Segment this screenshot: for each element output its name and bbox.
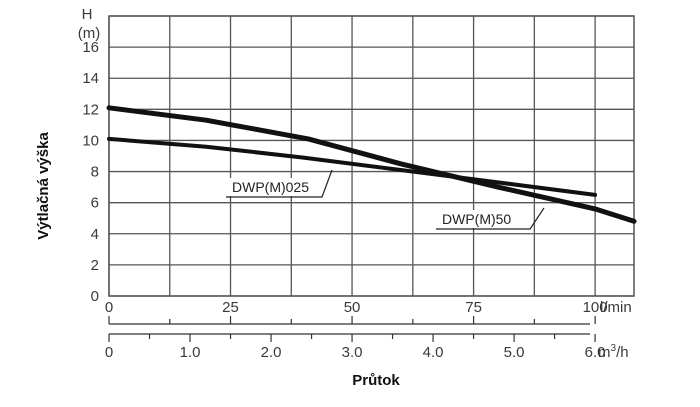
x-primary-tick-label: 0 xyxy=(105,299,113,316)
x-primary-tick-label: 50 xyxy=(344,299,361,316)
series-label-1: DWP(M)50 xyxy=(442,211,511,227)
y-tick-label: 16 xyxy=(82,39,99,56)
y-tick-label: 14 xyxy=(82,70,99,87)
y-axis-unit: (m) xyxy=(78,25,101,42)
y-tick-label: 10 xyxy=(82,132,99,149)
x-secondary-unit: m3/h xyxy=(598,343,629,361)
series-label-bg xyxy=(229,178,307,196)
y-axis-name: H xyxy=(82,6,93,23)
x-secondary-tick-label: 2.0 xyxy=(261,344,282,361)
x-primary-tick-label: 25 xyxy=(222,299,239,316)
x-axis-title: Průtok xyxy=(352,372,400,389)
x-primary-tick-label: 75 xyxy=(465,299,482,316)
series-line-0 xyxy=(107,136,598,197)
x-secondary-tick-label: 3.0 xyxy=(342,344,363,361)
series-label-bg xyxy=(439,210,508,228)
x-secondary-tick-label: 0 xyxy=(105,344,113,361)
y-axis-title: Výtlačná výška xyxy=(35,132,52,240)
series-label-leader xyxy=(436,207,545,230)
x-secondary-tick-label: 1.0 xyxy=(180,344,201,361)
y-tick-label: 0 xyxy=(91,288,99,305)
x-secondary-tick-label: 6.0 xyxy=(585,344,606,361)
x-primary-tick-label: 100 xyxy=(583,299,608,316)
x-secondary-tick-label: 4.0 xyxy=(423,344,444,361)
plot-frame xyxy=(108,15,635,297)
series-label-leader xyxy=(226,169,333,198)
x-primary-unit: l/min xyxy=(600,299,632,316)
series-line-1 xyxy=(106,105,637,224)
y-tick-label: 12 xyxy=(82,101,99,118)
y-tick-label: 2 xyxy=(91,257,99,274)
x-secondary-tick-label: 5.0 xyxy=(504,344,525,361)
y-tick-label: 6 xyxy=(91,195,99,212)
y-tick-label: 8 xyxy=(91,164,99,181)
series-label-0: DWP(M)025 xyxy=(232,179,309,195)
y-tick-label: 4 xyxy=(91,226,99,243)
